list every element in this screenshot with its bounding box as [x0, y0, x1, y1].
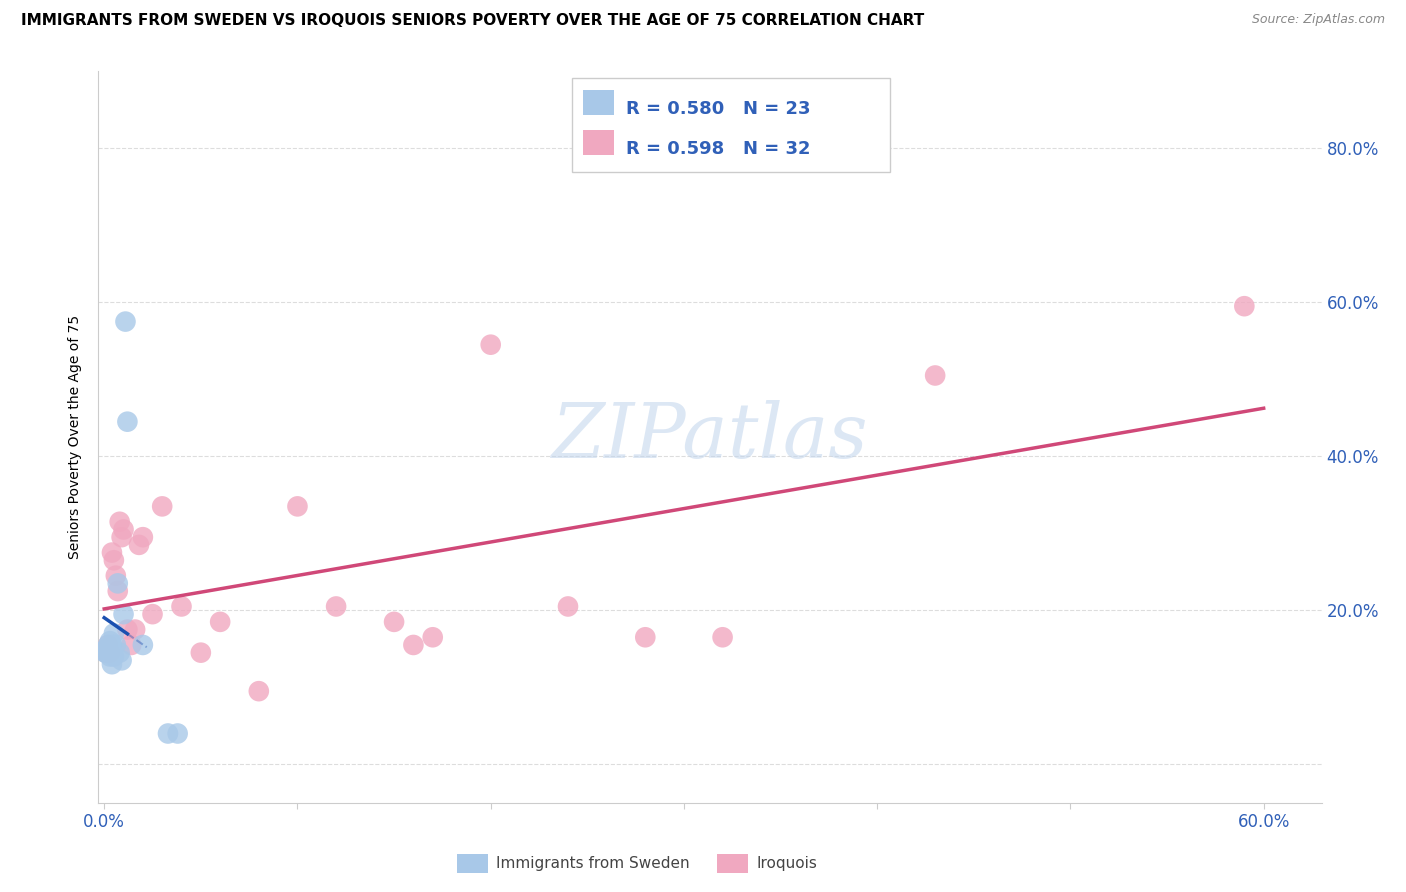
- Point: [402, 638, 425, 652]
- Point: [108, 646, 131, 660]
- Point: [104, 568, 127, 582]
- Text: Iroquois: Iroquois: [756, 856, 817, 871]
- Point: [103, 626, 125, 640]
- Point: [166, 726, 188, 740]
- Point: [124, 623, 146, 637]
- Point: [132, 530, 155, 544]
- Point: [128, 538, 150, 552]
- Point: [110, 653, 132, 667]
- Point: [209, 615, 232, 629]
- Point: [97, 646, 120, 660]
- Point: [107, 584, 129, 599]
- Point: [190, 646, 212, 660]
- Point: [94, 646, 117, 660]
- Point: [107, 576, 129, 591]
- Point: [103, 553, 125, 567]
- Point: [101, 545, 124, 559]
- Point: [247, 684, 270, 698]
- Point: [170, 599, 193, 614]
- Point: [557, 599, 579, 614]
- Text: Source: ZipAtlas.com: Source: ZipAtlas.com: [1251, 13, 1385, 27]
- Point: [101, 646, 124, 660]
- Text: Immigrants from Sweden: Immigrants from Sweden: [496, 856, 690, 871]
- Text: ZIPatlas: ZIPatlas: [551, 401, 869, 474]
- Point: [924, 368, 946, 383]
- Text: IMMIGRANTS FROM SWEDEN VS IROQUOIS SENIORS POVERTY OVER THE AGE OF 75 CORRELATIO: IMMIGRANTS FROM SWEDEN VS IROQUOIS SENIO…: [21, 13, 924, 29]
- Point: [104, 638, 127, 652]
- Point: [132, 638, 155, 652]
- Point: [287, 500, 309, 514]
- Point: [479, 337, 502, 351]
- Point: [103, 649, 125, 664]
- Point: [101, 638, 124, 652]
- Text: R = 0.598   N = 32: R = 0.598 N = 32: [626, 140, 810, 158]
- Point: [112, 523, 135, 537]
- Point: [382, 615, 405, 629]
- Text: R = 0.580   N = 23: R = 0.580 N = 23: [626, 100, 810, 118]
- Point: [150, 500, 173, 514]
- Point: [98, 646, 121, 660]
- Point: [156, 726, 179, 740]
- Point: [110, 530, 132, 544]
- Point: [711, 630, 734, 644]
- Point: [120, 638, 142, 652]
- Point: [325, 599, 347, 614]
- Point: [114, 315, 136, 329]
- Point: [94, 646, 117, 660]
- Point: [108, 515, 131, 529]
- Point: [97, 638, 120, 652]
- Point: [94, 641, 117, 656]
- Point: [1233, 299, 1256, 313]
- Point: [94, 646, 117, 660]
- Y-axis label: Seniors Poverty Over the Age of 75: Seniors Poverty Over the Age of 75: [69, 315, 83, 559]
- Point: [422, 630, 444, 644]
- Point: [98, 649, 121, 664]
- Point: [117, 415, 139, 429]
- Point: [634, 630, 657, 644]
- Point: [98, 646, 121, 660]
- Point: [141, 607, 163, 622]
- Point: [101, 657, 124, 672]
- Point: [98, 634, 121, 648]
- Point: [112, 607, 135, 622]
- Point: [97, 638, 120, 652]
- Point: [117, 623, 139, 637]
